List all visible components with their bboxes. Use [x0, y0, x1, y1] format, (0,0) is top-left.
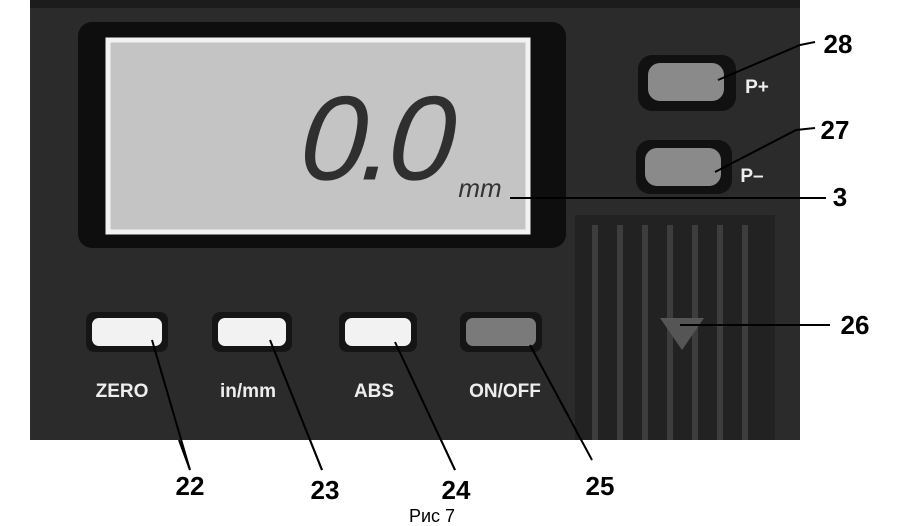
p-plus-button[interactable]: [648, 63, 724, 101]
on-off-button[interactable]: [466, 318, 536, 346]
callout-number: 27: [821, 115, 850, 145]
callout-number: 25: [586, 471, 615, 501]
callout-number: 28: [824, 29, 853, 59]
lcd-screen: [105, 37, 531, 235]
callout-number: 23: [311, 475, 340, 505]
button-label: P+: [745, 77, 769, 98]
button-label: P–: [740, 166, 763, 187]
button-label: ON/OFF: [469, 381, 541, 402]
button-label: ZERO: [96, 381, 149, 402]
caption: Рис 7: [409, 506, 455, 526]
abs-button[interactable]: [345, 318, 411, 346]
callout-number: 3: [833, 182, 847, 212]
in-mm-button[interactable]: [218, 318, 286, 346]
callout-number: 22: [176, 471, 205, 501]
callout-number: 26: [841, 310, 870, 340]
button-label: ABS: [354, 381, 394, 402]
display-unit: mm: [458, 173, 501, 203]
zero-button[interactable]: [92, 318, 162, 346]
callout-number: 24: [442, 475, 471, 505]
button-label: in/mm: [220, 381, 276, 402]
p-minus-button[interactable]: [645, 148, 721, 186]
device-edge: [30, 0, 800, 8]
battery-grill: [575, 215, 775, 440]
display-reading: 0.0: [296, 72, 459, 206]
callout-lines: [151, 44, 830, 471]
callout-lines-outside: [178, 41, 830, 471]
